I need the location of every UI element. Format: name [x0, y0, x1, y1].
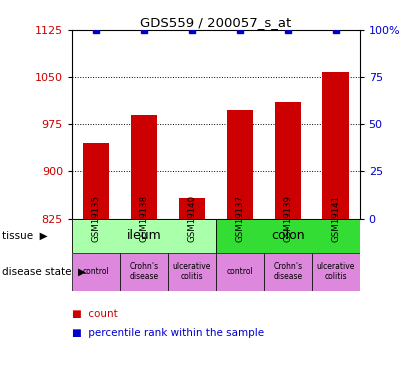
Text: Crohn’s
disease: Crohn’s disease	[273, 262, 302, 282]
Text: ■  count: ■ count	[72, 309, 118, 320]
Bar	[83, 143, 109, 219]
Bar	[323, 72, 349, 219]
Text: ulcerative
colitis: ulcerative colitis	[316, 262, 355, 282]
FancyBboxPatch shape	[312, 253, 360, 291]
FancyBboxPatch shape	[168, 253, 216, 291]
Text: GSM19138: GSM19138	[139, 195, 148, 242]
Text: Crohn’s
disease: Crohn’s disease	[129, 262, 158, 282]
FancyBboxPatch shape	[72, 219, 216, 253]
Text: control: control	[226, 267, 253, 276]
Text: ulcerative
colitis: ulcerative colitis	[173, 262, 211, 282]
Bar	[226, 111, 253, 219]
Text: ileum: ileum	[127, 229, 161, 242]
Text: GSM19140: GSM19140	[187, 195, 196, 242]
FancyBboxPatch shape	[120, 253, 168, 291]
FancyBboxPatch shape	[264, 253, 312, 291]
Bar	[131, 115, 157, 219]
Text: GSM19141: GSM19141	[331, 195, 340, 242]
Bar	[275, 102, 301, 219]
Bar	[179, 198, 205, 219]
Title: GDS559 / 200057_s_at: GDS559 / 200057_s_at	[140, 16, 291, 29]
Text: GSM19135: GSM19135	[91, 195, 100, 242]
Text: disease state  ▶: disease state ▶	[2, 267, 86, 277]
Text: GSM19137: GSM19137	[235, 195, 244, 242]
Text: control: control	[83, 267, 109, 276]
FancyBboxPatch shape	[216, 253, 264, 291]
FancyBboxPatch shape	[72, 253, 120, 291]
FancyBboxPatch shape	[216, 219, 360, 253]
Text: GSM19139: GSM19139	[283, 195, 292, 242]
Text: tissue  ▶: tissue ▶	[2, 231, 48, 241]
Text: ■  percentile rank within the sample: ■ percentile rank within the sample	[72, 328, 264, 338]
Text: colon: colon	[271, 229, 305, 242]
